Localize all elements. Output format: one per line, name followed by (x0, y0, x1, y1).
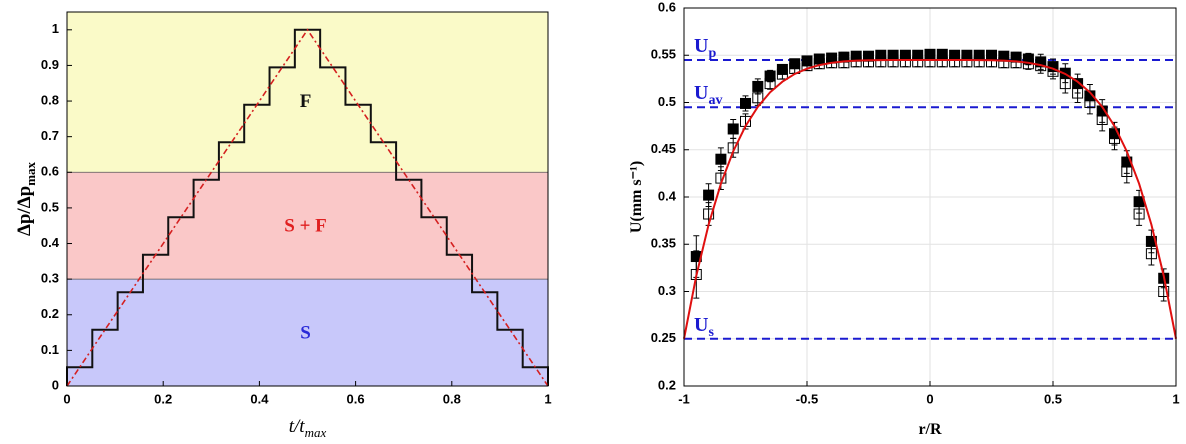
marker (973, 56, 985, 68)
x-tick-label: 0 (63, 391, 70, 406)
x-tick-label: 0 (926, 391, 933, 406)
reference-label-sub: p (708, 46, 716, 61)
y-tick-label: 0.1 (41, 342, 59, 357)
y-axis-label-main: Δp/Δp (14, 186, 35, 236)
marker (1084, 97, 1096, 108)
reference-label: Up (694, 35, 716, 61)
reference-label-sub: av (708, 93, 722, 108)
band (67, 172, 548, 280)
marker (727, 123, 739, 135)
marker (703, 208, 715, 220)
marker (998, 57, 1010, 69)
y-tick-label: 0.5 (658, 94, 676, 109)
marker (961, 56, 973, 68)
marker (863, 56, 874, 68)
x-tick-label: 1 (1172, 391, 1179, 406)
reference-label-main: U (694, 314, 708, 336)
plot-frame (683, 7, 1177, 387)
x-tick-label: -0.5 (796, 391, 818, 406)
x-axis-label-sub: max (305, 425, 327, 440)
x-tick-label: 0.5 (1044, 391, 1062, 406)
marker (801, 60, 813, 72)
error-bar (1123, 159, 1130, 184)
marker (912, 56, 924, 68)
marker (740, 97, 751, 109)
band (67, 12, 548, 173)
y-tick-label: 0.6 (41, 164, 59, 179)
y-axis-label: U(mm s⁻¹) (628, 161, 645, 233)
y-axis-label-sub: max (23, 161, 38, 185)
reference-label-sub: s (708, 325, 714, 340)
series-line (66, 28, 549, 387)
marker (764, 78, 776, 90)
marker (887, 56, 899, 68)
y-tick-label: 0.3 (41, 271, 59, 286)
marker (986, 56, 997, 68)
fit-curve (683, 58, 1177, 339)
x-axis-label: t/tmax (289, 416, 327, 440)
y-tick-label: 0.45 (651, 141, 676, 156)
marker (752, 92, 764, 104)
reference-label-main: U (694, 82, 708, 104)
y-axis-label: Δp/Δpmax (14, 161, 38, 236)
x-axis-label-main: t/t (289, 416, 306, 437)
reference-label: Us (694, 314, 714, 340)
x-tick-label: 0.2 (154, 391, 172, 406)
marker (875, 56, 887, 68)
y-tick-label: 0.4 (658, 188, 677, 203)
x-tick-label: 0.6 (347, 391, 365, 406)
band-label: S + F (284, 216, 327, 237)
marker (949, 56, 961, 68)
y-tick-label: 0.55 (651, 47, 676, 62)
band (67, 279, 548, 386)
error-bar (1148, 241, 1155, 266)
y-tick-label: 0.9 (41, 57, 59, 72)
marker (776, 68, 788, 80)
y-tick-label: 0.5 (41, 199, 59, 214)
reference-label: Uav (694, 82, 722, 108)
error-bar (1136, 202, 1143, 226)
marker (936, 56, 948, 68)
y-tick-label: 0.35 (651, 236, 676, 251)
y-tick-label: 0.6 (658, 0, 676, 14)
x-tick-label: 1 (544, 391, 551, 406)
y-tick-label: 0.4 (41, 235, 60, 250)
y-tick-label: 0.8 (41, 92, 59, 107)
plot-frame (66, 11, 549, 387)
marker (1096, 114, 1108, 126)
x-tick-label: 0.8 (443, 391, 461, 406)
x-tick-label: 0.4 (250, 391, 269, 406)
marker (715, 153, 727, 165)
reference-label-main: U (694, 35, 708, 57)
y-tick-label: 0.3 (658, 283, 676, 298)
marker (1059, 78, 1071, 90)
band-label: S (300, 323, 311, 344)
y-tick-label: 0.7 (41, 128, 59, 143)
y-tick-label: 0.2 (41, 306, 59, 321)
marker (1133, 208, 1145, 220)
marker (703, 189, 715, 201)
y-tick-label: 0.2 (658, 377, 676, 392)
marker (924, 56, 936, 68)
marker (1145, 248, 1157, 260)
x-axis-label: r/R (918, 421, 942, 438)
marker (1072, 87, 1084, 99)
marker (899, 56, 911, 68)
x-tick-label: -1 (678, 391, 690, 406)
y-tick-label: 0.25 (651, 330, 676, 345)
band-label: F (300, 91, 312, 112)
y-tick-label: 0 (52, 377, 59, 392)
marker (1121, 165, 1133, 177)
marker (1158, 286, 1170, 297)
y-tick-label: 1 (52, 21, 59, 36)
